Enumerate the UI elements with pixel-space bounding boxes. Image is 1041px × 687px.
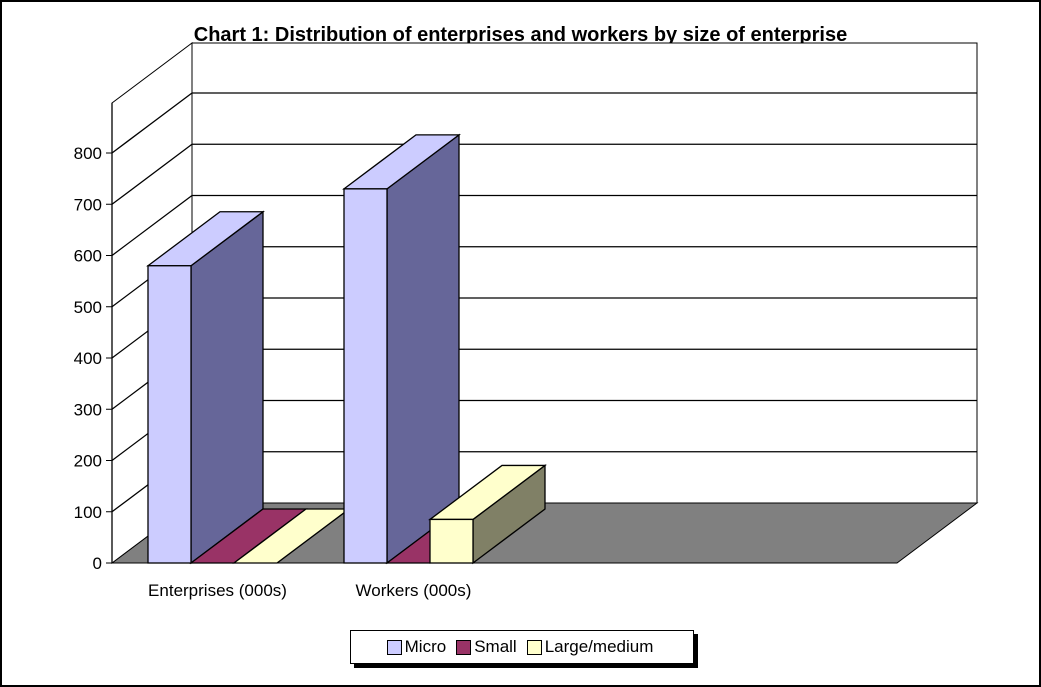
gridline-side (111, 92, 193, 154)
y-tick-label: 300 (74, 400, 102, 419)
bar-large-medium-2 (428, 464, 547, 565)
bar-micro-2 (342, 133, 461, 565)
y-tick-label: 500 (74, 298, 102, 317)
y-tick-label: 700 (74, 195, 102, 214)
gridline-side (111, 143, 193, 205)
legend-item-small: Small (456, 637, 517, 657)
legend-label-micro: Micro (404, 637, 447, 656)
chart-legend: Micro Small Large/medium (350, 630, 694, 664)
bar-front (147, 265, 192, 564)
y-tick-label: 400 (74, 349, 102, 368)
chart-bars (146, 133, 547, 565)
bar-front (429, 518, 474, 564)
legend-swatch-micro (386, 639, 402, 655)
y-tick-label: 0 (93, 554, 102, 573)
chart-plot: 0 100 200 300 400 500 600 700 800 Enterprises (0… (74, 42, 979, 600)
bar-micro-1 (146, 210, 265, 565)
chart-gridlines (111, 92, 977, 513)
bar-side (190, 210, 264, 565)
y-axis: 0 100 200 300 400 500 600 700 800 (74, 103, 113, 573)
chart-title: Chart 1: Distribution of enterprises and… (193, 24, 848, 46)
legend-label-small: Small (474, 637, 517, 656)
bar-front (343, 188, 388, 564)
x-category-label: Enterprises (000s) (148, 581, 287, 600)
chart-back-wall (191, 42, 978, 504)
bar-side (386, 133, 460, 565)
legend-swatch-small (456, 639, 472, 655)
gridline-side (111, 194, 193, 257)
x-category-label: Workers (000s) (356, 581, 472, 600)
legend-swatch-large-medium (526, 639, 542, 655)
legend-label-large-medium: Large/medium (544, 637, 654, 656)
legend-item-large-medium: Large/medium (526, 637, 654, 657)
y-tick-label: 100 (74, 503, 102, 522)
y-tick-label: 600 (74, 247, 102, 266)
x-axis-labels: Enterprises (000s) Workers (000s) (148, 581, 471, 600)
y-tick-label: 800 (74, 144, 102, 163)
y-tick-label: 200 (74, 452, 102, 471)
legend-item-micro: Micro (386, 637, 447, 657)
